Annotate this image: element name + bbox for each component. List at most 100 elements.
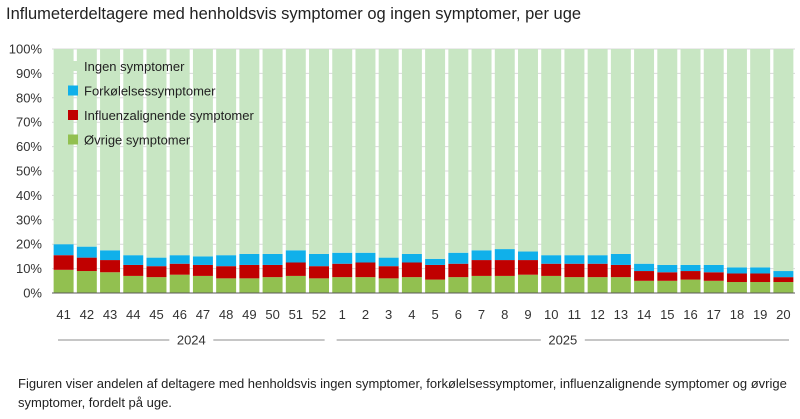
bar-segment	[355, 277, 376, 293]
x-tick-label: 8	[501, 307, 508, 322]
legend-swatch	[68, 61, 78, 71]
x-tick-label: 12	[590, 307, 604, 322]
x-tick-label: 9	[524, 307, 531, 322]
bar-segment	[425, 49, 446, 259]
bar-segment	[100, 49, 121, 251]
legend-label: Ingen symptomer	[84, 59, 185, 74]
bar-segment	[680, 49, 701, 265]
bar-segment	[146, 49, 167, 258]
bar-segment	[726, 267, 747, 274]
bar-segment	[448, 49, 469, 253]
x-tick-label: 52	[312, 307, 326, 322]
bar-segment	[216, 49, 237, 256]
bar-segment	[448, 263, 469, 278]
bar-segment	[564, 277, 585, 293]
bar-segment	[518, 251, 538, 261]
legend-label: Øvrige symptomer	[84, 133, 191, 148]
bar-segment	[471, 49, 492, 251]
bar-segment	[703, 272, 724, 281]
bar-segment	[773, 49, 794, 272]
bar-segment	[401, 262, 422, 278]
bar-segment	[703, 280, 724, 293]
bar-segment	[169, 255, 190, 264]
bar-segment	[378, 278, 399, 293]
bar-segment	[703, 264, 724, 273]
y-tick-label: 50%	[16, 164, 42, 179]
x-tick-label: 17	[707, 307, 721, 322]
x-tick-label: 50	[265, 307, 279, 322]
bar-segment	[76, 257, 97, 272]
y-tick-label: 20%	[16, 237, 42, 252]
bar-segment	[378, 257, 399, 267]
bar-segment	[541, 49, 562, 256]
bar-segment	[726, 273, 747, 283]
bar-segment	[634, 49, 655, 264]
x-tick-label: 45	[149, 307, 163, 322]
bar-segment	[309, 49, 329, 254]
year-group-labels: 2024 2025	[58, 332, 789, 348]
bar-segment	[285, 250, 306, 263]
bar-segment	[773, 277, 794, 283]
x-tick-label: 4	[408, 307, 415, 322]
x-tick-label: 41	[56, 307, 70, 322]
bar-segment	[425, 279, 446, 293]
bar-segment	[703, 49, 724, 265]
year-group-label: 2024	[177, 333, 206, 348]
x-tick-label: 18	[730, 307, 744, 322]
bar-segment	[146, 277, 167, 293]
bar-segment	[494, 249, 515, 261]
bar-segment	[100, 250, 121, 261]
bar-segment	[587, 263, 608, 278]
bar-segment	[378, 49, 399, 258]
y-tick-label: 90%	[16, 66, 42, 81]
bar-segment	[610, 264, 631, 278]
bar-segment	[285, 49, 306, 251]
bar-segment	[53, 269, 74, 293]
legend: Ingen symptomer Forkølelsessymptomer Influ…	[68, 59, 254, 148]
bar-segment	[657, 49, 678, 265]
bar-segment	[262, 253, 283, 265]
bar-segment	[123, 255, 144, 265]
bar-segment	[471, 275, 492, 293]
bar-segment	[355, 49, 376, 253]
bar-segment	[239, 264, 260, 279]
bar-segment	[332, 49, 353, 253]
bar-segment	[192, 275, 213, 293]
bar-segment	[169, 49, 190, 256]
bar-segment	[587, 277, 608, 293]
x-tick-label: 46	[172, 307, 186, 322]
bar-segment	[262, 277, 283, 293]
x-tick-label: 49	[242, 307, 256, 322]
bar-segment	[378, 266, 399, 279]
bar-segment	[309, 253, 329, 267]
bar-segment	[518, 274, 538, 293]
y-tick-label: 30%	[16, 212, 42, 227]
bar-segment	[355, 262, 376, 278]
bar-segment	[239, 278, 260, 293]
bar-segment	[750, 273, 771, 283]
x-tick-label: 15	[660, 307, 674, 322]
bar-segment	[541, 255, 562, 264]
bar-segment	[726, 282, 747, 293]
bar-segment	[262, 49, 283, 254]
bar-segment	[541, 275, 562, 293]
bar-segment	[610, 253, 631, 265]
bar-segment	[657, 280, 678, 293]
x-tick-label: 2	[362, 307, 369, 322]
x-tick-label: 1	[339, 307, 346, 322]
year-label-bg	[169, 332, 214, 348]
bar-segment	[192, 264, 213, 276]
x-tick-label: 20	[776, 307, 790, 322]
bar-segment	[587, 255, 608, 264]
bars	[52, 49, 795, 294]
bar-segment	[657, 264, 678, 273]
bar-segment	[680, 264, 701, 272]
bar-segment	[332, 277, 353, 293]
bar-segment	[587, 49, 608, 256]
bar-segment	[610, 49, 631, 254]
bar-segment	[471, 260, 492, 276]
bar-segment	[494, 275, 515, 293]
x-tick-label: 51	[289, 307, 303, 322]
bar-segment	[518, 260, 538, 275]
y-axis-tick-labels: 0% 10% 20% 30% 40% 50% 60% 70% 80% 90% 100%	[9, 42, 43, 301]
